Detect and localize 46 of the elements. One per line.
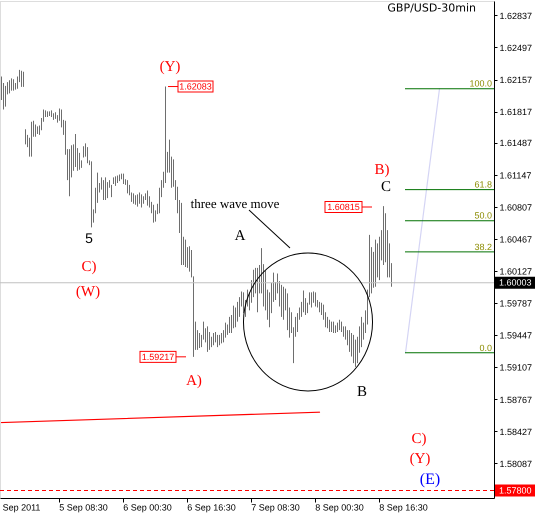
- x-tick-label: 5 Sep 08:30: [59, 502, 108, 512]
- y-tick-label: 1.62157: [500, 75, 532, 86]
- x-tick-label: 8 Sep 00:30: [315, 502, 364, 512]
- y-tick-label: 1.60467: [500, 234, 532, 244]
- annotation: three wave move: [190, 196, 280, 211]
- annotation: 100.0: [469, 78, 492, 89]
- y-tick-label: 1.59447: [500, 330, 532, 341]
- y-tick-label: 1.59107: [500, 362, 532, 373]
- y-tick-label: 1.58087: [500, 458, 532, 469]
- y-tick-label: 1.58427: [500, 426, 532, 437]
- y-tick-label: 1.59787: [500, 298, 532, 309]
- annotation: 50.0: [474, 210, 492, 221]
- annotation: (W): [76, 284, 100, 300]
- y-tick-label: 1.61817: [500, 107, 532, 118]
- y-tick-label: 1.60127: [500, 266, 532, 276]
- annotation: C: [380, 179, 392, 195]
- annotation: 38.2: [474, 242, 492, 252]
- x-tick-label: 6 Sep 16:30: [187, 502, 236, 512]
- annotation: B: [356, 384, 368, 400]
- chart-title: GBP/USD-30min: [387, 2, 476, 14]
- y-tick-label: 1.61147: [500, 170, 532, 180]
- x-tick-label: Sep 2011: [2, 502, 40, 512]
- annotation: 0.0: [479, 342, 492, 353]
- annotation: 61.8: [474, 180, 492, 190]
- annotation: (Y): [160, 59, 180, 75]
- y-tick-label: 1.62837: [500, 10, 532, 21]
- annotation: 5: [85, 230, 94, 246]
- annotation: B): [374, 162, 390, 178]
- annotation: 1.59217: [142, 352, 174, 362]
- x-tick-label: 7 Sep 08:30: [251, 502, 300, 512]
- y-tick-label: 1.60807: [500, 202, 532, 212]
- ref-line-label: 1.57800: [499, 485, 532, 496]
- y-tick-label: 1.62497: [500, 42, 532, 53]
- ref-line-label: 1.60003: [499, 278, 532, 288]
- annotation: (Y): [410, 451, 430, 467]
- annotation: 1.62083: [179, 82, 212, 92]
- y-tick-label: 1.61487: [500, 138, 532, 148]
- annotation: C): [412, 431, 427, 447]
- x-tick-label: 6 Sep 00:30: [123, 502, 172, 512]
- x-tick-label: 8 Sep 16:30: [379, 502, 428, 512]
- y-tick-label: 1.58767: [500, 394, 532, 405]
- annotation: A: [234, 228, 246, 244]
- annotation: A): [186, 373, 202, 389]
- annotation: 1.60815: [327, 202, 360, 212]
- annotation: (E): [420, 471, 440, 488]
- annotation: C): [82, 259, 97, 275]
